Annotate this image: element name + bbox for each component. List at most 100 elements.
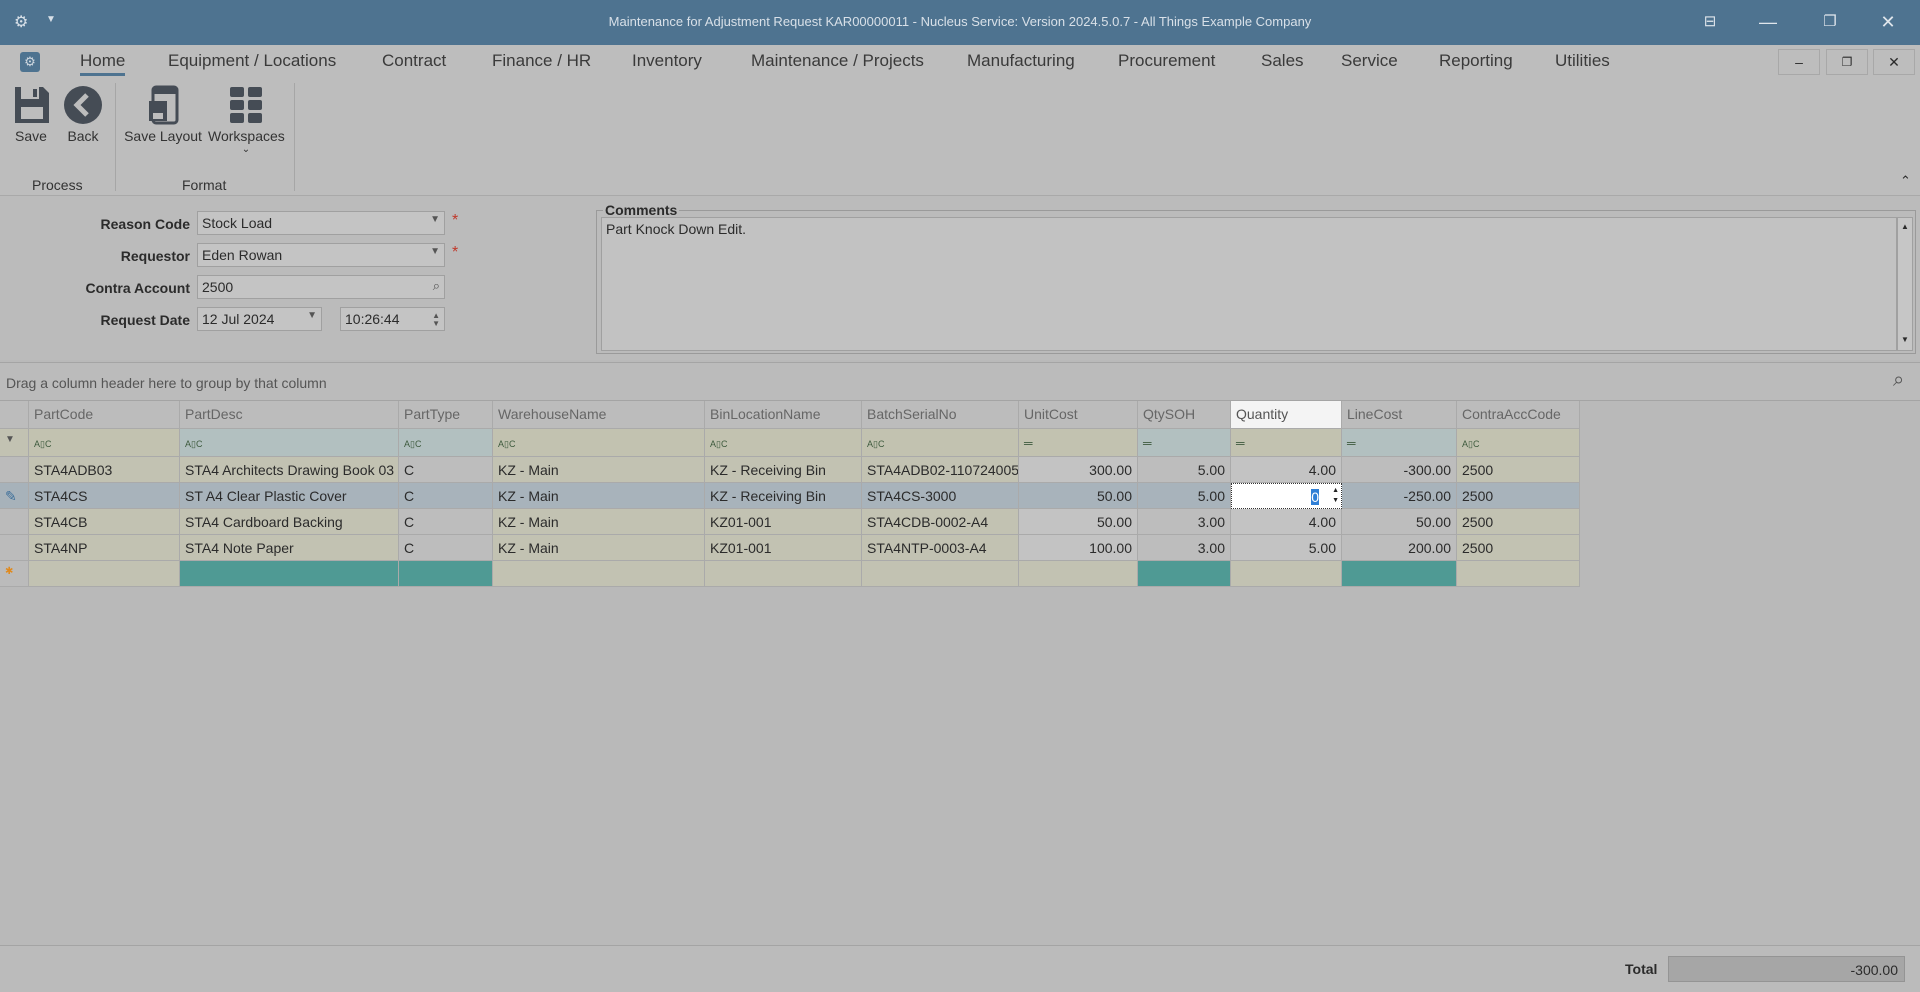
tab-finance-hr[interactable]: Finance / HR [492,51,592,70]
filter-cell-linecost[interactable]: ═ [1342,429,1457,457]
column-header-partcode[interactable]: PartCode [29,401,180,429]
cell-qtysoh: 3.00 [1138,509,1231,535]
filter-cell-qtysoh[interactable]: ═ [1138,429,1231,457]
tab-procurement[interactable]: Procurement [1118,51,1216,70]
column-header-partdesc[interactable]: PartDesc [180,401,399,429]
reason-code-select[interactable]: Stock Load ▼ [197,211,445,235]
edit-pencil-icon[interactable]: ✎ [0,483,29,509]
contains-operator-icon: A▯C [185,439,203,449]
column-header-qtysoh[interactable]: QtySOH [1138,401,1231,429]
search-icon[interactable]: ⌕ [432,278,440,293]
cell-quantity[interactable]: 4.00 [1231,509,1342,535]
save-button[interactable]: Save [8,85,54,144]
save-layout-button[interactable]: Save Layout [122,85,204,144]
mdi-minimize-button[interactable]: – [1778,49,1820,75]
search-icon[interactable]: ⌕ [1893,369,1905,391]
back-icon [64,86,102,124]
tab-equipment-locations[interactable]: Equipment / Locations [168,51,337,70]
restore-icon[interactable]: ❐ [1823,13,1837,30]
filter-cell-warehousename[interactable]: A▯C [493,429,705,457]
cell-unitcost: 300.00 [1019,457,1138,483]
requestor-select[interactable]: Eden Rowan ▼ [197,243,445,267]
filter-cell-parttype[interactable]: A▯C [399,429,493,457]
mdi-restore-button[interactable]: ❐ [1826,49,1868,75]
tab-maintenance-projects[interactable]: Maintenance / Projects [751,51,924,70]
tab-sales[interactable]: Sales [1261,51,1304,70]
cell-quantity[interactable]: 4.00 [1231,457,1342,483]
column-header-unitcost[interactable]: UnitCost [1019,401,1138,429]
cell-quantity[interactable]: 5.00 [1231,535,1342,561]
new-row-cell-partcode[interactable] [29,561,180,587]
quantity-editor-value[interactable]: 0 [1311,489,1319,505]
tab-reporting[interactable]: Reporting [1439,51,1513,70]
column-header-quantity[interactable]: Quantity [1231,401,1342,429]
new-row-cell-parttype[interactable] [399,561,493,587]
app-gear-icon[interactable]: ⚙ [14,14,29,31]
filter-cell-batchserialno[interactable]: A▯C [862,429,1019,457]
new-row-cell-partdesc[interactable] [180,561,399,587]
tab-utilities[interactable]: Utilities [1555,51,1610,70]
contra-account-lookup[interactable]: 2500 ⌕ [197,275,445,299]
contains-operator-icon: A▯C [34,439,52,449]
new-row-cell-unitcost[interactable] [1019,561,1138,587]
total-label: Total [1625,961,1658,977]
row-indicator[interactable] [0,509,29,535]
new-row-cell-qtysoh[interactable] [1138,561,1231,587]
cell-parttype: C [399,457,493,483]
row-indicator[interactable] [0,457,29,483]
reason-code-label: Reason Code [100,216,190,232]
column-header-parttype[interactable]: PartType [399,401,493,429]
filter-cell-unitcost[interactable]: ═ [1019,429,1138,457]
filter-cell-partdesc[interactable]: A▯C [180,429,399,457]
new-row-cell-contraacccode[interactable] [1457,561,1580,587]
new-row-icon[interactable]: ✱ [0,561,29,587]
back-button[interactable]: Back [60,85,106,144]
filter-cell-binlocationname[interactable]: A▯C [705,429,862,457]
column-header-linecost[interactable]: LineCost [1342,401,1457,429]
spin-icon[interactable]: ▲ ▼ [432,311,440,328]
divider [294,83,295,191]
column-header-batchserialno[interactable]: BatchSerialNo [862,401,1019,429]
app-menu-icon[interactable]: ⚙ [20,52,40,72]
tab-home[interactable]: Home [80,51,126,76]
column-header-binlocationname[interactable]: BinLocationName [705,401,862,429]
quantity-editor[interactable]: 0 ▲ ▼ [1231,483,1342,509]
column-header-warehousename[interactable]: WarehouseName [493,401,705,429]
request-time-spinner[interactable]: 10:26:44 ▲ ▼ [340,307,445,331]
cell-contraacccode: 2500 [1457,509,1580,535]
spin-icon[interactable]: ▲ ▼ [1332,487,1339,504]
new-row-cell-binlocationname[interactable] [705,561,862,587]
tab-manufacturing[interactable]: Manufacturing [967,51,1075,70]
filter-cell-contraacccode[interactable]: A▯C [1457,429,1580,457]
column-header-contraacccode[interactable]: ContraAccCode [1457,401,1580,429]
mdi-close-button[interactable]: ✕ [1873,49,1915,75]
filter-icon[interactable]: ▼ [0,429,29,457]
new-row-cell-linecost[interactable] [1342,561,1457,587]
close-icon[interactable]: ✕ [1880,12,1896,32]
minimize-icon[interactable]: — [1759,12,1777,32]
new-row-cell-batchserialno[interactable] [862,561,1019,587]
row-indicator[interactable] [0,535,29,561]
new-row-cell-quantity[interactable] [1231,561,1342,587]
title-bar: ⚙ ▼ Maintenance for Adjustment Request K… [0,0,1920,45]
filter-cell-partcode[interactable]: A▯C [29,429,180,457]
tab-service[interactable]: Service [1341,51,1398,70]
request-date-picker[interactable]: 12 Jul 2024 ▼ [197,307,322,331]
quick-access-dropdown-icon[interactable]: ▼ [46,14,56,25]
workspaces-button[interactable]: Workspaces ⌄ [208,85,285,155]
equals-operator-icon: ═ [1143,436,1152,450]
cell-linecost: 50.00 [1342,509,1457,535]
layout-icon[interactable]: ⊟ [1703,13,1717,30]
filter-cell-quantity[interactable]: ═ [1231,429,1342,457]
group-by-panel[interactable]: Drag a column header here to group by th… [0,362,1920,401]
collapse-ribbon-icon[interactable]: ⌃ [1900,173,1911,188]
cell-unitcost: 50.00 [1019,509,1138,535]
comments-textarea[interactable]: Part Knock Down Edit. [601,217,1897,351]
comments-scrollbar[interactable]: ▲ ▼ [1897,217,1913,351]
new-row-cell-warehousename[interactable] [493,561,705,587]
request-time-value: 10:26:44 [345,311,400,327]
cell-partcode: STA4CB [29,509,180,535]
tab-contract[interactable]: Contract [382,51,447,70]
requestor-label: Requestor [120,248,190,264]
tab-inventory[interactable]: Inventory [632,51,702,70]
